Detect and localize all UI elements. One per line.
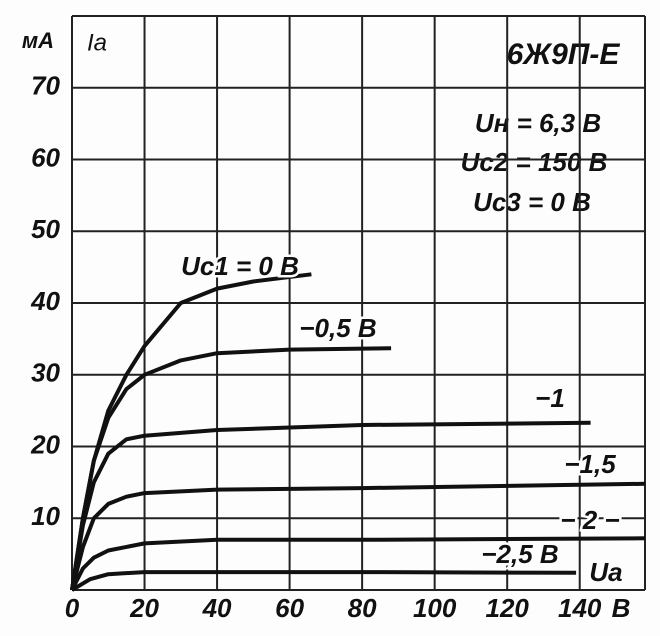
x-tick-label: 80 (348, 593, 377, 623)
series-label: − 2 − (560, 505, 619, 535)
annotation: Uc3 = 0 В (473, 187, 591, 217)
curve (70, 536, 646, 591)
y-tick-label: 10 (31, 501, 60, 531)
series-label: −0,5 В (299, 313, 376, 343)
curve (70, 570, 577, 592)
y-unit: мА (22, 28, 54, 53)
x-tick-label: 20 (129, 593, 159, 623)
y-tick-label: 20 (30, 429, 60, 459)
annotation: Uc2 = 150 В (461, 147, 608, 177)
curve (70, 481, 646, 591)
x-tick-label: 140 (558, 593, 602, 623)
y-tick-label: 70 (31, 71, 60, 101)
x-tick-label: 60 (275, 593, 304, 623)
x-unit: В (612, 593, 631, 623)
x-axis-label: Ua (589, 557, 622, 587)
annotation: Uн = 6,3 В (475, 108, 601, 138)
curve (70, 346, 392, 591)
x-tick-label: 100 (413, 593, 457, 623)
y-tick-label: 60 (31, 142, 60, 172)
y-axis-label: Ia (87, 29, 107, 56)
x-tick-label: 120 (485, 593, 529, 623)
y-tick-label: 50 (31, 214, 60, 244)
chart-title: 6Ж9П-Е (507, 38, 621, 71)
x-tick-label: 0 (65, 593, 80, 623)
series-label: −1,5 (564, 449, 616, 479)
series-label: Uc1 = 0 В (181, 251, 299, 281)
y-tick-label: 40 (30, 286, 60, 316)
series-label: −2,5 В (481, 539, 558, 569)
curve (70, 420, 591, 591)
y-tick-label: 30 (31, 358, 60, 388)
series-label: −1 (535, 383, 565, 413)
x-tick-label: 40 (202, 593, 232, 623)
